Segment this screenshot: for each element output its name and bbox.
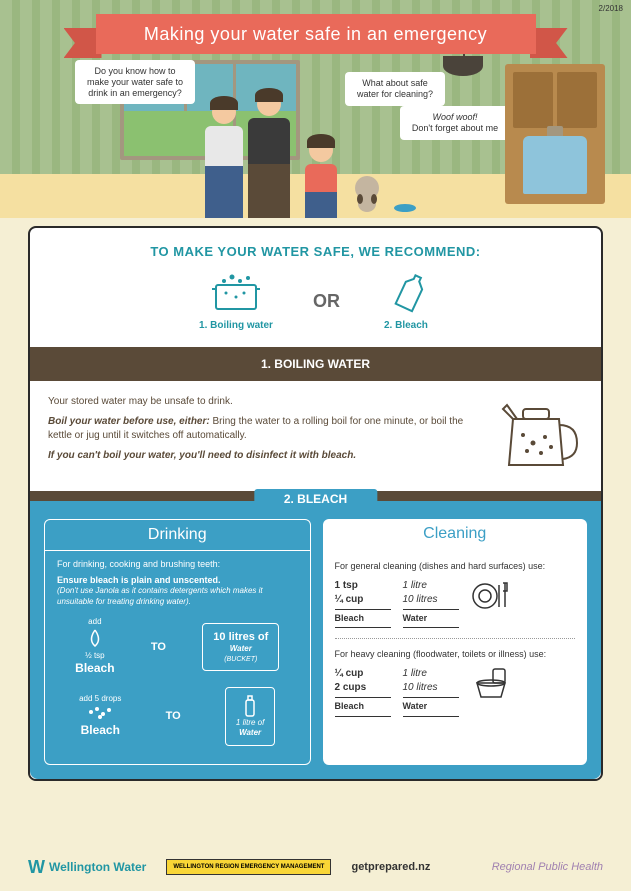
bottle-1l: 1 litre of Water <box>225 687 275 746</box>
cleaning-title: Cleaning <box>323 519 588 549</box>
bucket-10l: 10 litres of Water (BUCKET) <box>202 623 279 671</box>
drinking-ratio-bucket: add ½ tsp Bleach TO 10 litres of Water (… <box>57 617 298 677</box>
boiling-fallback: If you can't boil your water, you'll nee… <box>48 449 481 463</box>
title-ribbon: Making your water safe in an emergency <box>66 14 566 54</box>
child-illustration <box>305 138 337 218</box>
pot-icon <box>210 271 262 313</box>
cleaning-heavy-heading: For heavy cleaning (floodwater, toilets … <box>335 649 576 661</box>
dishes-icon <box>471 579 511 613</box>
dog-illustration <box>348 176 386 212</box>
cleaning-column: Cleaning For general cleaning (dishes an… <box>323 519 588 765</box>
bleach-5-drops: add 5 drops Bleach <box>79 694 121 739</box>
drops-icon <box>85 704 115 720</box>
boiling-instruction: Boil your water before use, either: Brin… <box>48 415 481 443</box>
page-title: Making your water safe in an emergency <box>96 14 536 54</box>
recommend-item-boiling: 1. Boiling water <box>199 271 273 331</box>
dog-bowl-icon <box>394 204 416 212</box>
drinking-title: Drinking <box>45 520 310 551</box>
cabinet-illustration <box>505 64 605 204</box>
page-footer: WWellington Water WELLINGTON REGION EMER… <box>0 843 631 891</box>
bleach-section: 2. BLEACH Drinking For drinking, cooking… <box>30 501 601 779</box>
water-container-icon <box>523 136 587 194</box>
woman-illustration <box>205 100 243 218</box>
speech-bubble-3: Woof woof!Don't forget about me <box>400 106 510 140</box>
bleach-tab: 2. BLEACH <box>254 489 377 509</box>
wremo-logo: WELLINGTON REGION EMERGENCY MANAGEMENT <box>166 859 331 875</box>
drinking-ratio-bottle: add 5 drops Bleach TO 1 litre of Water <box>57 687 298 746</box>
bleach-half-tsp: add ½ tsp Bleach <box>75 617 114 677</box>
recommend-item-bleach: 2. Bleach <box>380 271 432 331</box>
boiling-intro: Your stored water may be unsafe to drink… <box>48 395 481 409</box>
drop-icon <box>80 628 110 648</box>
header-scene: 2/2018 Making your water safe in an emer… <box>0 0 631 218</box>
man-illustration <box>248 92 290 218</box>
speech-bubble-1: Do you know how to make your water safe … <box>75 60 195 104</box>
cleaning-general: For general cleaning (dishes and hard su… <box>335 557 576 628</box>
bleach-bottle-icon <box>380 271 432 313</box>
or-separator: OR <box>313 291 340 312</box>
speech-bubble-2: What about safe water for cleaning? <box>345 72 445 106</box>
lamp-illustration <box>443 56 483 76</box>
drinking-column: Drinking For drinking, cooking and brush… <box>44 519 311 765</box>
drinking-intro: For drinking, cooking and brushing teeth… <box>57 559 298 571</box>
wellington-water-logo: WWellington Water <box>28 857 146 878</box>
boiling-tab: 1. BOILING WATER <box>235 353 396 375</box>
cleaning-heavy: For heavy cleaning (floodwater, toilets … <box>335 645 576 716</box>
cleaning-general-heading: For general cleaning (dishes and hard su… <box>335 561 576 573</box>
main-panel: TO MAKE YOUR WATER SAFE, WE RECOMMEND: 1… <box>28 226 603 781</box>
regional-public-health-logo: Regional Public Health <box>492 861 603 873</box>
kettle-icon <box>493 395 583 475</box>
recommend-section: TO MAKE YOUR WATER SAFE, WE RECOMMEND: 1… <box>30 228 601 347</box>
issue-date: 2/2018 <box>599 4 623 13</box>
boiling-section: Your stored water may be unsafe to drink… <box>30 381 601 491</box>
drinking-ensure: Ensure bleach is plain and unscented. <box>57 575 298 587</box>
boiling-section-header: 1. BOILING WATER <box>30 357 601 381</box>
recommend-heading: TO MAKE YOUR WATER SAFE, WE RECOMMEND: <box>30 244 601 259</box>
getprepared-link: getprepared.nz <box>351 861 430 873</box>
toilet-icon <box>471 667 511 701</box>
bottle-icon <box>243 694 257 718</box>
drinking-note: (Don't use Janola as it contains deterge… <box>57 586 298 607</box>
